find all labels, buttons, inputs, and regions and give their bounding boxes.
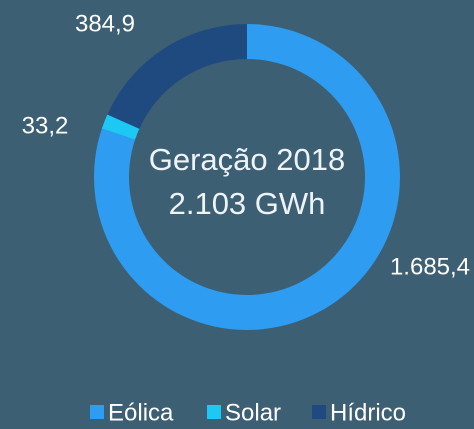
- legend-label: Eólica: [108, 399, 174, 426]
- value-label: 1.685,4: [390, 253, 470, 280]
- value-label: 384,9: [75, 10, 135, 37]
- legend-swatch: [90, 405, 104, 419]
- center-title: Geração 2018: [149, 142, 345, 177]
- legend-label: Hídrico: [330, 399, 406, 426]
- donut-slice: [107, 24, 247, 129]
- legend-label: Solar: [225, 399, 281, 426]
- center-total: 2.103 GWh: [169, 186, 326, 221]
- donut-slice: [101, 114, 140, 140]
- legend-swatch: [207, 405, 221, 419]
- value-label: 33,2: [22, 112, 69, 139]
- legend-swatch: [312, 405, 326, 419]
